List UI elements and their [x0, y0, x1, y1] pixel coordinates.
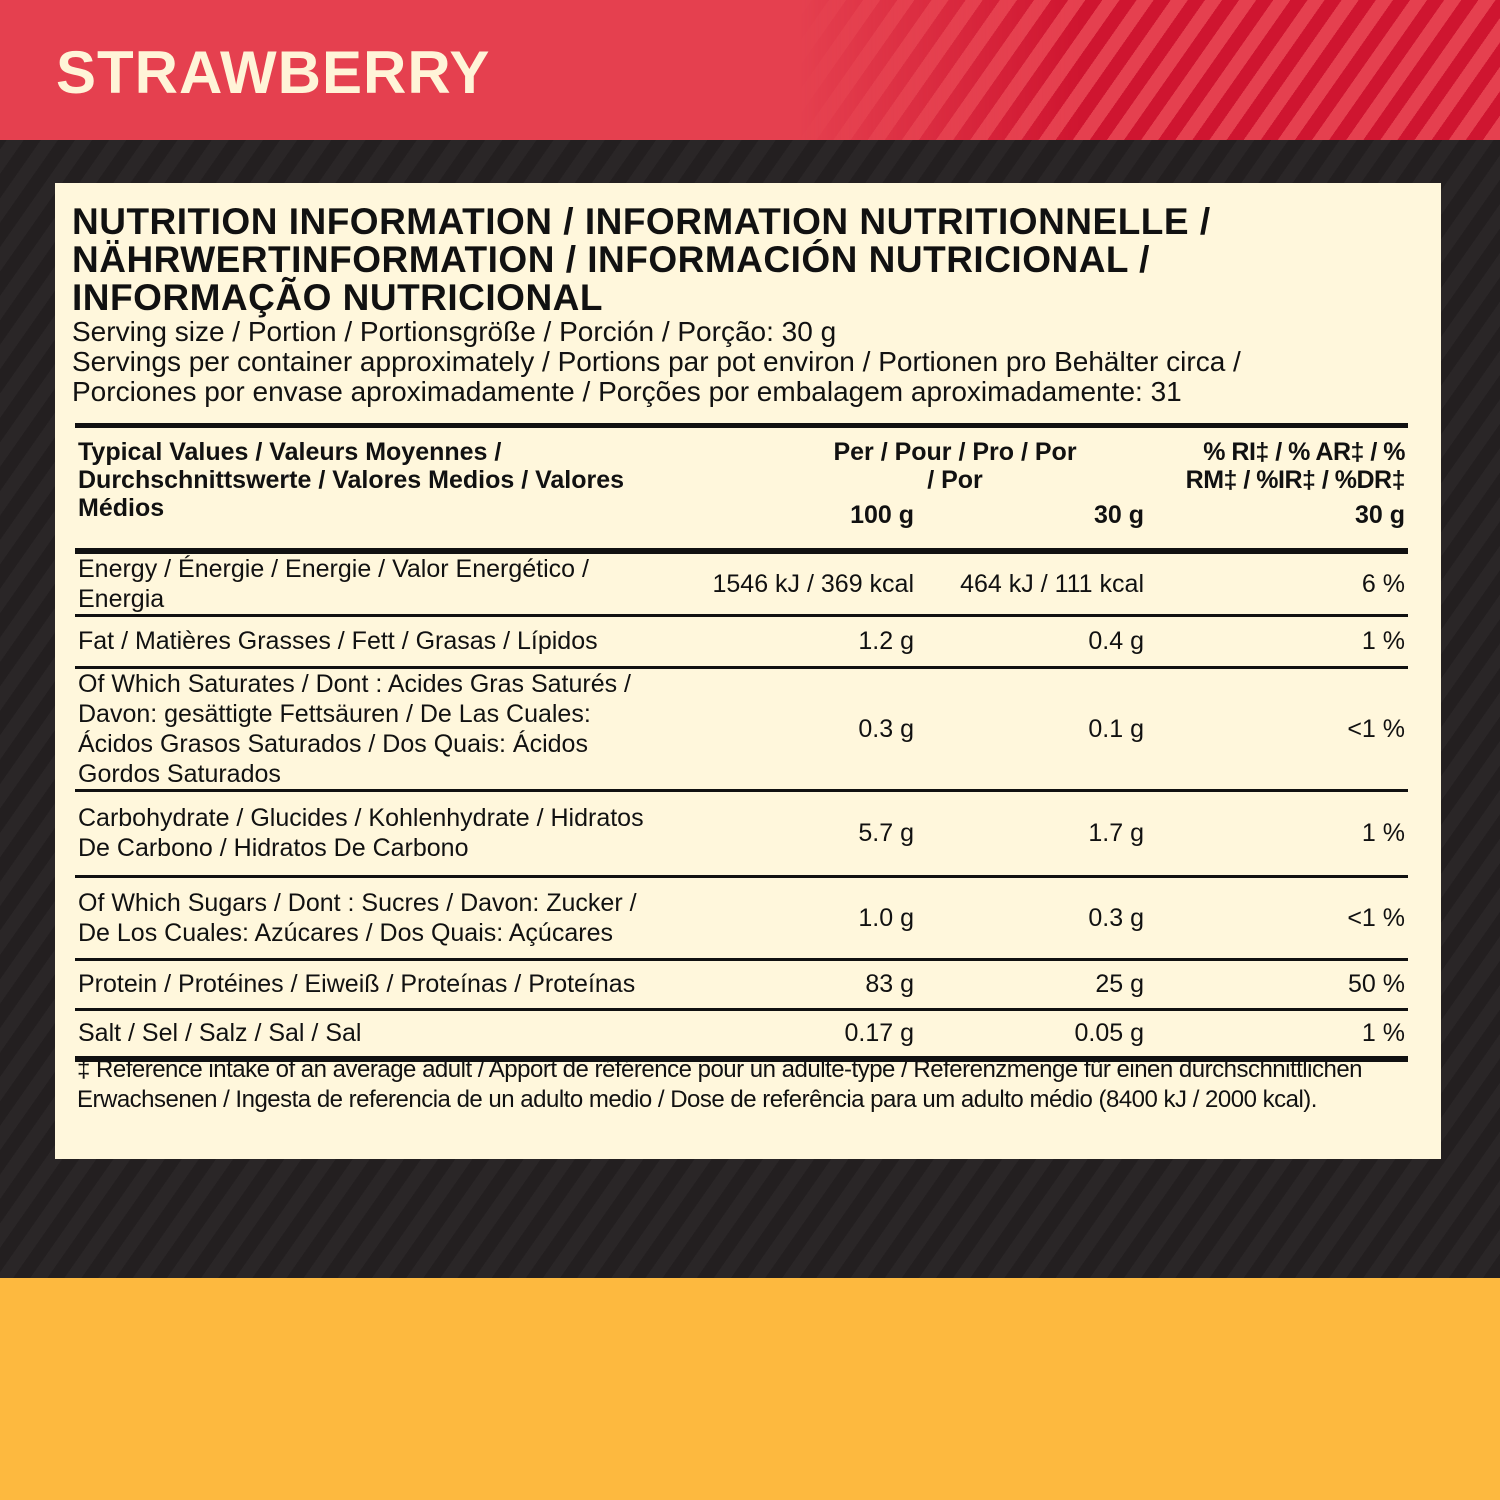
nutrient-value: 1.2 g: [858, 627, 914, 655]
nutrient-value: 0.3 g: [858, 714, 914, 743]
nutrient-row: Carbohydrate / Glucides / Kohlenhydrate …: [75, 790, 1408, 876]
nutrient-value: 5.7 g: [858, 819, 914, 847]
nutrient-value: <1 %: [1347, 903, 1405, 932]
nutrient-name: Of Which Saturates / Dont : Acides Gras …: [78, 669, 632, 788]
bottom-band: [0, 1278, 1500, 1500]
nutrient-row: Energy / Énergie / Energie / Valor Energ…: [75, 551, 1408, 615]
nutrient-value: 50 %: [1348, 970, 1405, 998]
nutrient-row: Salt / Sel / Salz / Sal / Sal 0.17 g 0.05 …: [75, 1009, 1408, 1059]
header-per: Per / Pour / Pro / Por / Por: [833, 426, 1147, 501]
unit-row: 100 g 30 g 30 g: [75, 501, 1408, 551]
nutrient-value: 1546 kJ / 369 kcal: [712, 569, 914, 598]
title-line: INFORMAÇÃO NUTRICIONAL: [72, 277, 604, 318]
unit: 30 g: [1354, 500, 1405, 529]
nutrient-name: Of Which Sugars / Dont : Sucres / Davon:…: [78, 888, 637, 947]
nutrient-value: 1 %: [1361, 819, 1405, 847]
table-body: Typical Values / Valeurs Moyennes / Durc…: [75, 425, 1408, 1059]
nutrient-value: 0.1 g: [1088, 714, 1144, 743]
header-label: Typical Values / Valeurs Moyennes / Durc…: [78, 438, 625, 522]
nutrient-value: 6 %: [1361, 569, 1405, 598]
title-line: NUTRITION INFORMATION / INFORMATION NUTR…: [72, 201, 1211, 242]
serving-line: Serving size / Portion / Portionsgröße /…: [72, 316, 837, 347]
nutrition-panel: NUTRITION INFORMATION / INFORMATION NUTR…: [55, 183, 1441, 1159]
nutrition-table: Typical Values / Valeurs Moyennes / Durc…: [75, 423, 1408, 1062]
stripes: [800, 0, 1500, 140]
unit: 30 g: [1093, 500, 1144, 529]
nutrient-name: Energy / Énergie / Energie / Valor Energ…: [78, 554, 589, 613]
nutrient-value: 25 g: [1095, 970, 1144, 998]
nutrient-row: Of Which Saturates / Dont : Acides Gras …: [75, 667, 1408, 790]
unit: 100 g: [850, 500, 914, 529]
nutrient-value: 0.05 g: [1074, 1019, 1144, 1048]
header-row: Typical Values / Valeurs Moyennes / Durc…: [75, 425, 1408, 522]
nutrient-row: Of Which Sugars / Dont : Sucres / Davon:…: [75, 876, 1408, 959]
nutrient-name: Fat / Matières Grasses / Fett / Grasas /…: [78, 627, 598, 655]
serving-line: Servings per container approximately / P…: [72, 346, 1241, 377]
ri-text: % RI‡ / % AR‡ / % RM‡ / %IR‡ / %DR‡: [1185, 438, 1406, 494]
nutrient-value: 464 kJ / 111 kcal: [960, 569, 1144, 598]
nutrient-value: 1.0 g: [858, 903, 914, 932]
serving-line: Porciones por envase aproximadamente / P…: [72, 376, 1182, 407]
per-text: Per / Pour / Pro / Por / Por: [833, 438, 1077, 494]
nutrient-name: Protein / Protéines / Eiweiß / Proteínas…: [78, 970, 636, 998]
nutrient-name: Carbohydrate / Glucides / Kohlenhydrate …: [78, 804, 644, 862]
serving-info: Serving size / Portion / Portionsgröße /…: [72, 317, 1421, 407]
nutrient-row: Fat / Matières Grasses / Fett / Grasas /…: [75, 615, 1408, 667]
nutrient-value: 1 %: [1361, 1019, 1405, 1048]
nutrient-name: Salt / Sel / Salz / Sal / Sal: [78, 1019, 362, 1048]
nutrient-value: 1 %: [1361, 627, 1405, 655]
nutrient-value: 0.3 g: [1088, 903, 1144, 932]
header-band: STRAWBERRY: [0, 0, 1500, 140]
nutrient-value: 0.4 g: [1088, 627, 1144, 655]
footnote: ‡ Reference intake of an average adult /…: [77, 1056, 1363, 1113]
panel-title: NUTRITION INFORMATION / INFORMATION NUTR…: [72, 203, 1421, 317]
title-line: NÄHRWERTINFORMATION / INFORMACIÓN NUTRIC…: [72, 239, 1150, 280]
nutrient-value: 1.7 g: [1088, 819, 1144, 847]
nutrient-value: 83 g: [865, 970, 914, 998]
nutrient-value: 0.17 g: [844, 1019, 914, 1048]
nutrient-value: <1 %: [1347, 714, 1405, 743]
nutrient-row: Protein / Protéines / Eiweiß / Proteínas…: [75, 959, 1408, 1009]
header-ri: % RI‡ / % AR‡ / % RM‡ / %IR‡ / %DR‡: [1147, 426, 1408, 501]
flavor-title: STRAWBERRY: [56, 39, 491, 106]
